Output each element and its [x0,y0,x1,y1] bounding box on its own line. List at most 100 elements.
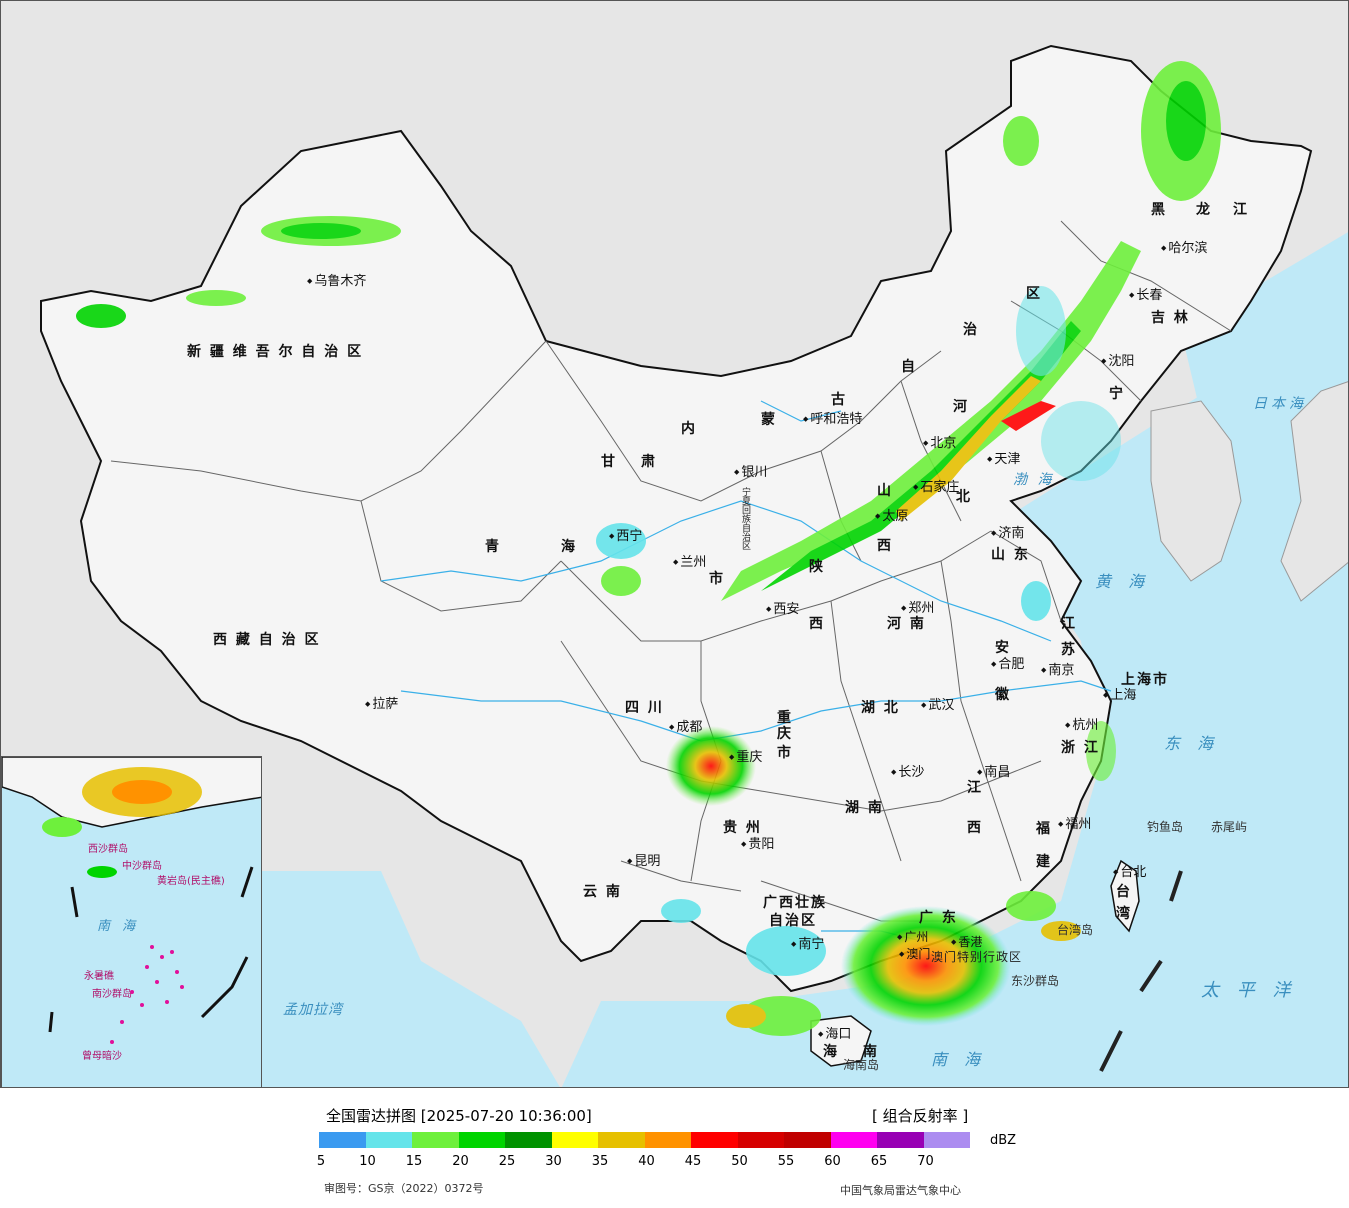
legend-swatch [737,1132,784,1148]
city-xianggang: 香港 [951,933,982,950]
japan-islands [1280,381,1348,602]
city-guangzhou: 广州 [897,928,928,945]
province-hebei-1: 河 [953,399,969,415]
province-liaoning: 宁 [1109,386,1125,402]
province-gansu-1: 甘 [601,454,617,470]
city-nanchang: 南昌 [977,761,1010,780]
province-anhui-1: 安 [995,640,1011,656]
inset-south-sea: 南 海 [97,919,140,934]
province-guizhou: 贵 州 [723,820,762,836]
province-hubei: 湖 北 [861,700,900,716]
province-shandong: 山 东 [991,547,1030,563]
city-nanjing: 南京 [1041,659,1074,678]
city-nanning: 南宁 [791,933,824,952]
province-neimenggu-1: 内 [681,421,697,437]
province-neimenggu-2: 蒙 [761,412,777,428]
legend-tick-label: 25 [498,1154,516,1169]
city-taiyuan: 太原 [875,505,908,524]
city-chongqing: 重庆 [729,746,762,765]
sea-area-west [231,871,560,1087]
legend-tick-label: 10 [359,1154,376,1169]
sea-area [561,302,1348,1087]
city-tianjin: 天津 [987,448,1020,467]
legend-unit: dBZ [990,1133,1017,1148]
city-jinan: 济南 [991,522,1024,541]
province-henan: 河 南 [887,616,926,632]
inset-zhongsha: 中沙群岛 [122,861,162,872]
legend-swatch [319,1132,366,1148]
city-wulumuqi: 乌鲁木齐 [307,270,366,289]
province-jiangsu-1: 江 [1061,616,1077,632]
legend-tick-label: 20 [452,1154,469,1169]
legend-swatch [644,1132,691,1148]
legend-tick-label: 55 [777,1154,795,1169]
legend-tick-label: 45 [684,1154,702,1169]
province-heilongjiang-2: 龙 [1196,202,1212,218]
inset-zengmu: 曾母暗沙 [82,1051,122,1062]
legend-title: 全国雷达拼图 [2025-07-20 10:36:00] [326,1107,592,1125]
province-guangdong: 广 东 [919,910,958,926]
province-heilongjiang-1: 黑 [1151,202,1167,218]
legend-swatch [598,1132,645,1148]
island-hainan: 海南岛 [843,1058,880,1072]
island-taiwan: 台湾岛 [1057,923,1094,937]
city-yinchuan: 银川 [734,461,767,480]
legend-swatch [412,1132,459,1148]
legend-tick-label: 30 [545,1154,562,1169]
city-shenyang: 沈阳 [1101,350,1134,369]
province-shaanxi-1: 陕 [809,559,825,575]
legend-tick-label: 70 [917,1154,934,1169]
city-aomen: 澳门 [899,945,930,962]
legend-swatch [691,1132,738,1148]
city-beijing: 北京 [923,432,956,451]
city-changchun: 长春 [1129,284,1162,303]
island-dongsha: 东沙群岛 [1011,974,1060,988]
province-guangxi-2: 自治区 [769,913,817,929]
province-hainan-1: 海 [823,1044,839,1060]
province-xinjiang: 新 疆 维 吾 尔 自 治 区 [187,344,364,360]
sea-east: 东 海 [1164,734,1220,753]
city-changsha: 长沙 [891,761,924,780]
legend-tick-label: 50 [731,1154,748,1169]
inset-huangyan: 黄岩岛(民主礁) [157,876,225,887]
province-zhejiang: 浙 江 [1061,740,1100,756]
inset-yongshu: 永暑礁 [84,971,114,982]
legend-panel: 全国雷达拼图 [2025-07-20 10:36:00] [ 组合反射率 ] d… [0,1088,1349,1208]
province-jiangxi-1: 江 [967,780,983,796]
legend-swatch [923,1132,970,1148]
inset-canvas [2,757,261,1044]
city-hangzhou: 杭州 [1065,714,1098,733]
maritime-boundary [1099,870,1183,1072]
radar-map[interactable]: 新 疆 维 吾 尔 自 治 区 西 藏 自 治 区 青 海 甘 肃 内 蒙 古 … [0,0,1349,1088]
legend-swatch [505,1132,552,1148]
city-haikou: 海口 [818,1023,851,1042]
special-region-hk-macao: 澳门特别行政区 [931,950,1023,964]
city-xian: 西安 [766,598,799,617]
province-yunnan: 云 南 [583,884,622,900]
city-lanzhou: 兰州 [673,551,706,570]
province-neimenggu-6: 区 [1026,286,1042,302]
legend-tick-label: 65 [870,1154,888,1169]
province-anhui-2: 徽 [995,687,1011,703]
city-wuhan: 武汉 [921,694,954,713]
korea-peninsula [1150,400,1242,582]
legend-source: 中国气象局雷达气象中心 [840,1184,961,1197]
legend-approval-number: 审图号：GS京（2022）0372号 [324,1182,484,1195]
province-hebei-2: 北 [956,489,972,505]
legend-swatch [784,1132,831,1148]
legend-swatch [458,1132,505,1148]
province-gansu-shi: 市 [709,571,725,587]
province-jiangsu-2: 苏 [1061,642,1077,658]
city-chengdu: 成都 [669,716,702,735]
city-fuzhou: 福州 [1058,813,1091,832]
legend-tick-label: 40 [638,1154,655,1169]
sea-bohai: 渤 海 [1013,472,1055,488]
city-taibei: 台北 [1113,861,1146,880]
city-guiyang: 贵阳 [741,833,774,852]
province-neimenggu-5: 治 [963,322,979,338]
province-qinghai-2: 海 [561,539,577,555]
city-huhehaote: 呼和浩特 [803,408,862,427]
sea-south: 南 海 [931,1050,987,1069]
province-taiwan-2: 湾 [1116,906,1132,922]
province-neimenggu-4: 自 [901,359,917,375]
